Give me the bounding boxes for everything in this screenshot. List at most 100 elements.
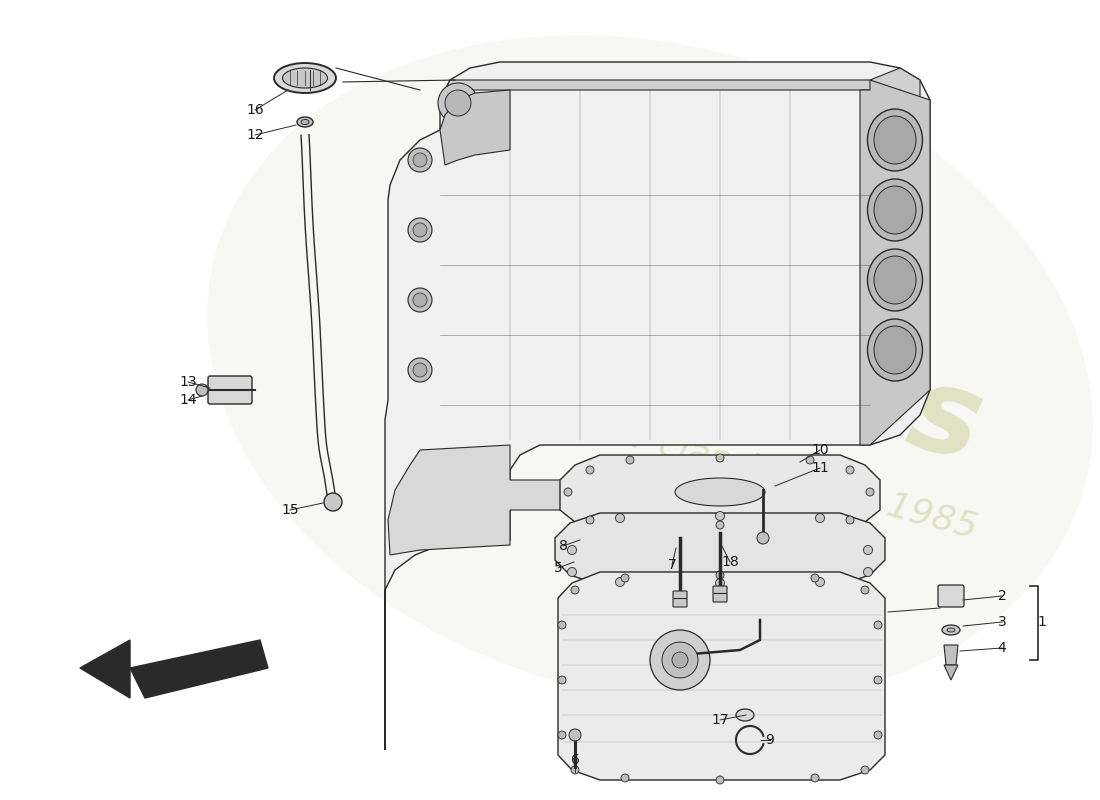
Text: 15: 15 <box>282 503 299 517</box>
Ellipse shape <box>274 63 336 93</box>
Circle shape <box>815 514 825 522</box>
Circle shape <box>446 90 471 116</box>
Circle shape <box>672 652 688 668</box>
Text: 8: 8 <box>559 539 568 553</box>
Circle shape <box>568 546 576 554</box>
Text: a passion for classic since 1985: a passion for classic since 1985 <box>419 365 981 546</box>
Circle shape <box>874 621 882 629</box>
Polygon shape <box>385 62 930 750</box>
Circle shape <box>408 148 432 172</box>
Text: 16: 16 <box>246 103 264 117</box>
Circle shape <box>571 766 579 774</box>
Ellipse shape <box>874 326 916 374</box>
Circle shape <box>866 488 874 496</box>
Circle shape <box>757 532 769 544</box>
Ellipse shape <box>874 256 916 304</box>
Ellipse shape <box>207 35 1092 705</box>
Circle shape <box>815 578 825 586</box>
Circle shape <box>564 488 572 496</box>
Circle shape <box>412 293 427 307</box>
Circle shape <box>586 466 594 474</box>
Polygon shape <box>944 645 958 665</box>
Circle shape <box>811 774 819 782</box>
Circle shape <box>716 521 724 529</box>
Circle shape <box>616 514 625 522</box>
Polygon shape <box>860 80 930 445</box>
Circle shape <box>864 567 872 577</box>
FancyBboxPatch shape <box>713 586 727 602</box>
Circle shape <box>196 384 208 396</box>
Circle shape <box>438 83 478 123</box>
Ellipse shape <box>874 116 916 164</box>
Circle shape <box>568 567 576 577</box>
Circle shape <box>412 223 427 237</box>
Polygon shape <box>560 455 880 530</box>
Text: 13: 13 <box>179 375 197 389</box>
Text: 14: 14 <box>179 393 197 407</box>
Circle shape <box>621 774 629 782</box>
Polygon shape <box>130 640 268 698</box>
Polygon shape <box>944 665 958 680</box>
Circle shape <box>846 516 854 524</box>
Circle shape <box>621 574 629 582</box>
Circle shape <box>811 574 819 582</box>
Circle shape <box>408 218 432 242</box>
Ellipse shape <box>868 249 923 311</box>
Circle shape <box>408 358 432 382</box>
Circle shape <box>806 456 814 464</box>
Circle shape <box>558 621 566 629</box>
FancyBboxPatch shape <box>938 585 964 607</box>
Circle shape <box>650 630 710 690</box>
Circle shape <box>616 578 625 586</box>
Circle shape <box>715 511 725 521</box>
Circle shape <box>412 363 427 377</box>
Ellipse shape <box>947 628 955 632</box>
Ellipse shape <box>874 186 916 234</box>
Text: 9: 9 <box>766 733 774 747</box>
Circle shape <box>716 776 724 784</box>
Circle shape <box>874 676 882 684</box>
Circle shape <box>558 731 566 739</box>
Text: 18: 18 <box>722 555 739 569</box>
Text: 6: 6 <box>571 753 580 767</box>
Circle shape <box>874 731 882 739</box>
Text: 1: 1 <box>1037 615 1046 629</box>
Text: 10: 10 <box>811 443 828 457</box>
Circle shape <box>586 516 594 524</box>
Circle shape <box>626 456 634 464</box>
Text: 5: 5 <box>553 561 562 575</box>
Circle shape <box>716 571 724 579</box>
Polygon shape <box>558 572 886 780</box>
Circle shape <box>324 493 342 511</box>
Circle shape <box>558 676 566 684</box>
Circle shape <box>846 466 854 474</box>
Text: 11: 11 <box>811 461 829 475</box>
Circle shape <box>569 729 581 741</box>
Polygon shape <box>388 445 870 555</box>
Ellipse shape <box>297 117 313 127</box>
Circle shape <box>412 153 427 167</box>
Text: 4: 4 <box>998 641 1006 655</box>
Circle shape <box>864 546 872 554</box>
Polygon shape <box>440 68 920 100</box>
FancyBboxPatch shape <box>208 376 252 404</box>
Text: Europes: Europes <box>444 234 996 486</box>
Circle shape <box>571 586 579 594</box>
Circle shape <box>861 586 869 594</box>
Ellipse shape <box>868 109 923 171</box>
Circle shape <box>662 642 698 678</box>
Polygon shape <box>80 640 130 698</box>
Ellipse shape <box>868 179 923 241</box>
Ellipse shape <box>868 319 923 381</box>
Ellipse shape <box>301 119 309 125</box>
Ellipse shape <box>283 68 328 88</box>
Text: 17: 17 <box>712 713 729 727</box>
Ellipse shape <box>736 709 754 721</box>
Text: 2: 2 <box>998 589 1006 603</box>
Circle shape <box>715 578 725 587</box>
Circle shape <box>861 766 869 774</box>
Circle shape <box>408 288 432 312</box>
FancyBboxPatch shape <box>673 591 688 607</box>
Ellipse shape <box>942 625 960 635</box>
Text: 12: 12 <box>246 128 264 142</box>
